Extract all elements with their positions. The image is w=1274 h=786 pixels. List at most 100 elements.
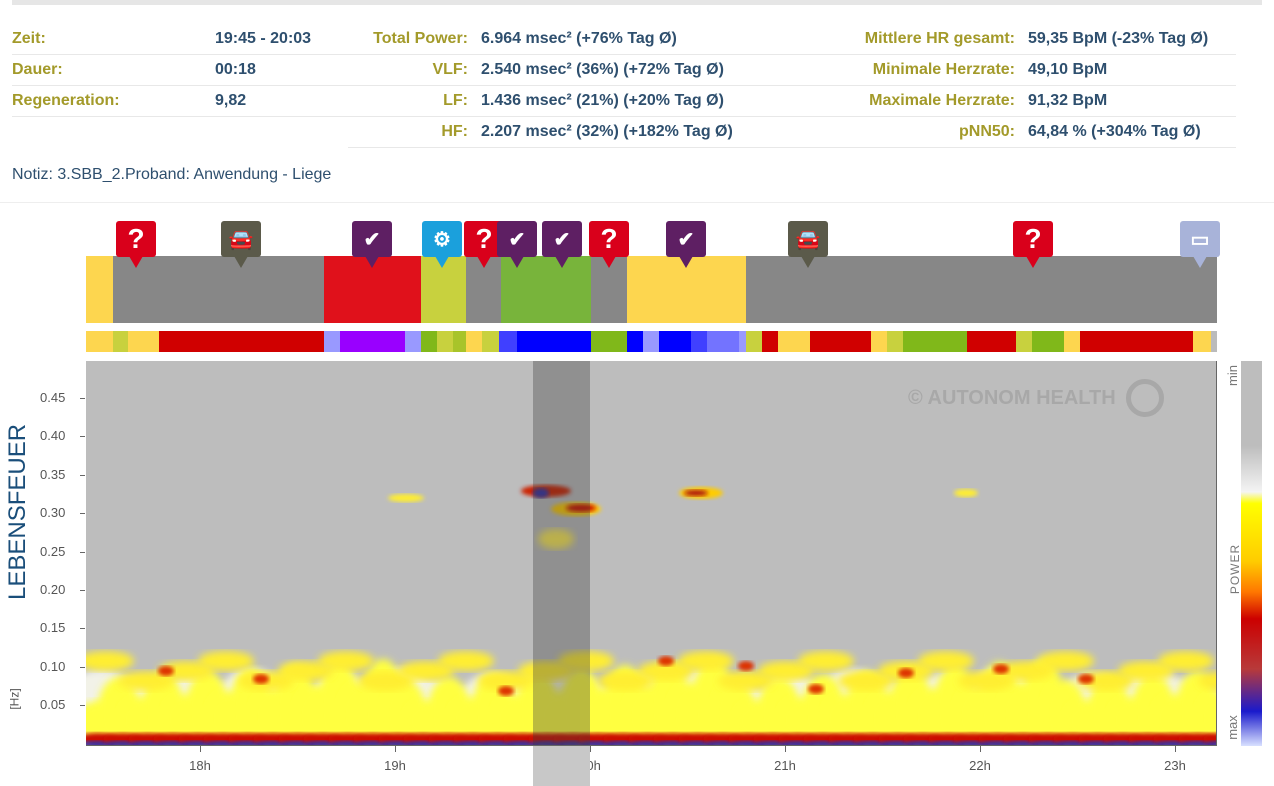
band-segment[interactable] [159, 331, 324, 352]
stat-row: Zeit: 19:45 - 20:03 [12, 24, 348, 55]
band-segment[interactable] [482, 331, 499, 352]
band-segment[interactable] [421, 331, 437, 352]
event-marker[interactable]: ? [1013, 221, 1053, 268]
band-segment[interactable] [659, 331, 691, 352]
band-segment[interactable] [405, 331, 421, 352]
y-tick-mark [80, 705, 85, 707]
band-segment[interactable] [810, 331, 871, 352]
stat-label: Maximale Herzrate: [869, 92, 1015, 109]
band-segment[interactable] [113, 256, 324, 323]
event-marker[interactable]: ⚙ [422, 221, 462, 268]
band-segment[interactable] [746, 331, 762, 352]
band-segment[interactable] [437, 331, 453, 352]
car-icon: 🚘 [228, 228, 254, 251]
power-blob [898, 668, 914, 678]
band-segment[interactable] [627, 331, 643, 352]
power-blob [198, 651, 254, 671]
x-tick-label: 19h [384, 758, 406, 773]
event-marker[interactable]: ? [116, 221, 156, 268]
band-segment[interactable] [453, 331, 466, 352]
band-segment[interactable] [1080, 331, 1193, 352]
stat-row: Mittlere HR gesamt: 59,35 BpM (-23% Tag Ø… [708, 24, 1236, 55]
band-segment[interactable] [887, 331, 903, 352]
divider [0, 202, 1274, 203]
band-segment[interactable] [324, 331, 340, 352]
x-tick-mark [1175, 746, 1176, 752]
power-blob [278, 661, 334, 681]
band-segment[interactable] [466, 331, 482, 352]
band-segment[interactable] [591, 331, 627, 352]
power-blob [558, 651, 614, 671]
y-tick-mark [80, 474, 85, 476]
power-blob [478, 671, 534, 691]
y-tick-label: 0.10 [40, 658, 66, 674]
band-segment[interactable] [113, 331, 128, 352]
stat-label: Minimale Herzrate: [872, 61, 1015, 78]
band-segment[interactable] [778, 331, 810, 352]
bed-icon: ✔ [553, 228, 571, 251]
power-blob [658, 656, 674, 666]
band-segment[interactable] [1016, 331, 1032, 352]
stat-label: Total Power: [373, 30, 468, 47]
event-marker[interactable]: ✔ [352, 221, 392, 268]
bed-icon: ✔ [677, 228, 695, 251]
band-segment[interactable] [691, 331, 707, 352]
band-segment[interactable] [707, 331, 739, 352]
top-bar [12, 0, 1262, 5]
x-tick-mark [980, 746, 981, 752]
stat-label: Mittlere HR gesamt: [864, 30, 1015, 47]
y-tick-mark [80, 628, 85, 630]
band-segment[interactable] [128, 331, 159, 352]
power-blob [1118, 661, 1174, 681]
event-marker[interactable]: 🚘 [788, 221, 828, 268]
y-tick-mark [80, 590, 85, 591]
spectrogram[interactable] [86, 361, 1217, 746]
event-marker[interactable]: ? [589, 221, 629, 268]
power-blob [438, 651, 494, 671]
y-tick-mark [80, 398, 85, 399]
power-blob [566, 504, 596, 512]
event-marker[interactable]: ▭ [1180, 221, 1220, 268]
event-marker[interactable]: ✔ [666, 221, 706, 268]
band-segment[interactable] [903, 331, 967, 352]
power-blob [158, 666, 174, 676]
stat-row: pNN50: 64,84 % (+304% Tag Ø) [708, 117, 1236, 148]
band-segment[interactable] [1064, 331, 1080, 352]
band-segment[interactable] [86, 331, 113, 352]
y-tick-mark [80, 551, 85, 553]
stat-row: Dauer: 00:18 [12, 55, 348, 86]
band-segment[interactable] [86, 256, 113, 323]
band-segment[interactable] [1032, 331, 1064, 352]
event-marker[interactable]: ✔ [542, 221, 582, 268]
stat-row: HF: 2.207 msec² (32%) (+182% Tag Ø) [348, 117, 733, 148]
y-tick-label: 0.45 [40, 390, 66, 405]
band-segment[interactable] [1211, 331, 1217, 352]
power-blob [1078, 674, 1094, 684]
band-segment[interactable] [739, 331, 746, 352]
band-segment[interactable] [1193, 331, 1211, 352]
stat-row: Total Power: 6.964 msec² (+76% Tag Ø) [348, 24, 708, 55]
band-segment[interactable] [499, 331, 517, 352]
band-segment[interactable] [762, 331, 778, 352]
power-blob [598, 671, 654, 691]
event-marker[interactable]: 🚘 [221, 221, 261, 268]
event-marker[interactable]: ✔ [497, 221, 537, 268]
band-segment[interactable] [340, 331, 405, 352]
y-axis-title: LEBENSFEUER [4, 423, 31, 600]
band-segment[interactable] [746, 256, 1217, 323]
stat-value: 1.436 msec² (21%) (+20% Tag Ø) [481, 92, 724, 109]
power-blob [738, 661, 754, 671]
band-segment[interactable] [871, 331, 887, 352]
power-blob [838, 671, 894, 691]
x-tick-mark [200, 746, 201, 752]
stat-label: VLF: [432, 61, 468, 78]
selection-range[interactable] [533, 361, 590, 746]
band-segment[interactable] [517, 331, 591, 352]
power-blob [684, 490, 708, 496]
band-segment[interactable] [967, 331, 1016, 352]
power-blob [538, 529, 574, 549]
power-blob [118, 671, 174, 691]
x-tick-label: 18h [189, 758, 211, 773]
power-blob [498, 686, 514, 696]
band-segment[interactable] [643, 331, 659, 352]
